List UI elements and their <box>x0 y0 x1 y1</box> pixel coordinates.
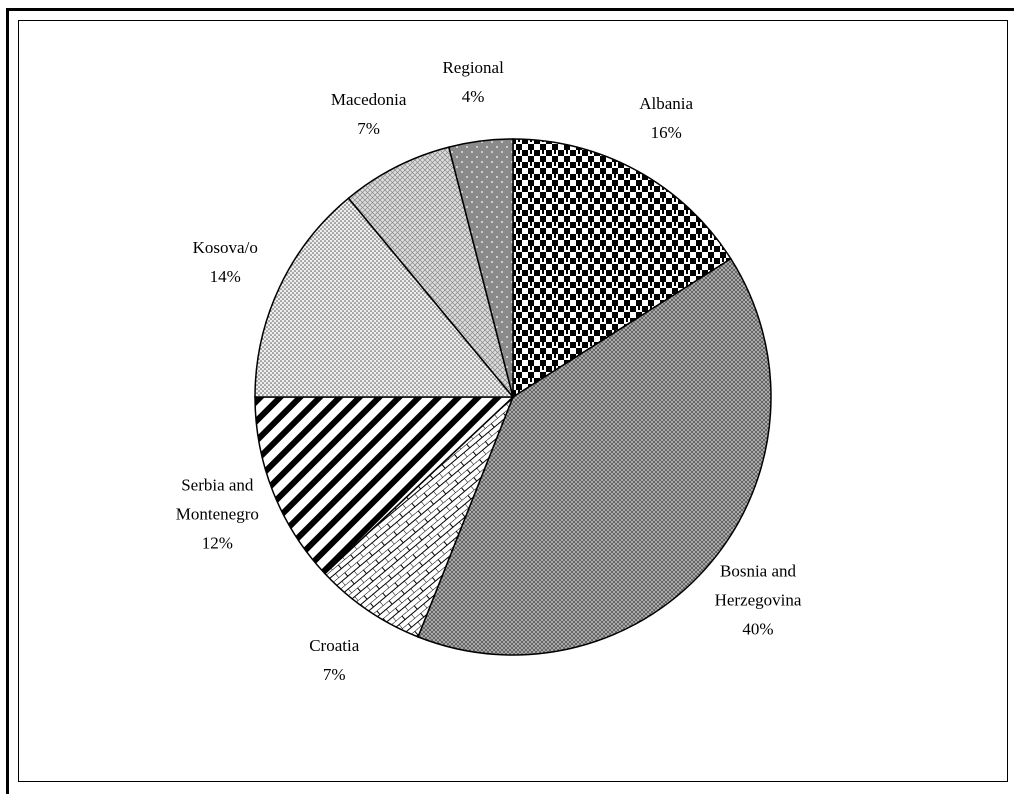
percent-label: 4% <box>461 86 485 106</box>
percent-label: 40% <box>742 619 774 639</box>
slice-label: Bosnia and Herzegovina 40% <box>683 556 833 643</box>
percent-label: 7% <box>322 665 346 684</box>
percent-label: 16% <box>650 123 682 143</box>
slice-label: Serbia and Montenegro 12% <box>142 471 292 558</box>
pie-slice <box>254 396 515 575</box>
pie-slice <box>323 396 514 638</box>
percent-label: 14% <box>209 266 241 286</box>
chart-frame <box>18 20 1008 782</box>
category-label: Croatia <box>309 636 360 655</box>
slice-label: Regional 4% <box>398 53 548 111</box>
category-label: Kosova/o <box>192 237 258 257</box>
category-label: Macedonia <box>330 89 407 109</box>
pie-slice <box>347 146 514 398</box>
slice-label: Albania 16% <box>591 89 741 147</box>
pie-slice <box>254 197 515 398</box>
slice-label: Croatia 7% <box>259 631 409 689</box>
slice-label: Macedonia 7% <box>294 85 444 143</box>
percent-label: 12% <box>201 533 233 553</box>
pie-slice <box>417 257 772 656</box>
category-label: Albania <box>639 94 694 114</box>
outer-frame <box>6 8 1014 794</box>
category-label: Serbia and Montenegro <box>175 475 259 524</box>
percent-label: 7% <box>357 118 380 138</box>
category-label: Regional <box>442 57 504 77</box>
pie-slice <box>447 138 514 398</box>
slice-label: Kosova/o 14% <box>150 233 300 291</box>
category-label: Bosnia and Herzegovina <box>714 561 802 610</box>
pie-slice <box>512 138 732 399</box>
